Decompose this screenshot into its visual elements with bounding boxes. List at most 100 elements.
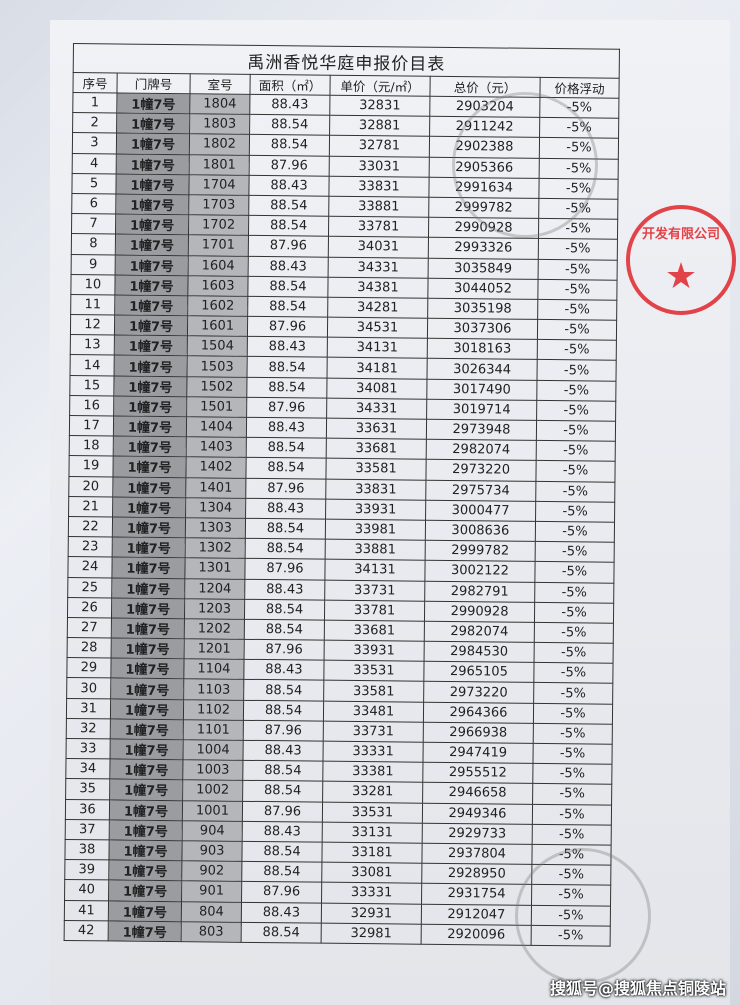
cell-room-number: 1103 — [183, 679, 244, 700]
cell-index: 39 — [64, 859, 109, 881]
cell-area: 88.54 — [247, 356, 328, 378]
cell-index: 37 — [65, 819, 110, 840]
cell-unit-price: 33781 — [328, 216, 429, 238]
cell-price-float: -5% — [536, 400, 616, 422]
star-icon: ★ — [664, 256, 698, 297]
cell-door-number: 1幢7号 — [113, 415, 187, 437]
cell-area: 88.43 — [243, 659, 325, 681]
cell-unit-price: 34381 — [327, 276, 429, 299]
cell-index: 9 — [71, 253, 116, 275]
cell-total-price: 2975734 — [425, 479, 536, 502]
cell-total-price: 2947419 — [422, 742, 534, 764]
cell-total-price: 2982074 — [424, 621, 535, 643]
cell-price-float: -5% — [535, 480, 615, 502]
cell-door-number: 1幢7号 — [111, 597, 185, 619]
cell-room-number: 901 — [181, 880, 242, 902]
cell-door-number: 1幢7号 — [110, 658, 185, 680]
cell-unit-price: 33581 — [325, 458, 427, 480]
header-room-number: 室号 — [189, 73, 251, 95]
cell-total-price: 2949346 — [422, 802, 533, 825]
cell-price-float: -5% — [532, 824, 612, 846]
cell-area: 88.54 — [248, 215, 329, 237]
cell-room-number: 1001 — [182, 800, 243, 822]
cell-area: 88.43 — [248, 255, 329, 277]
cell-index: 2 — [72, 112, 117, 134]
cell-unit-price: 32781 — [329, 135, 430, 157]
cell-price-float: -5% — [533, 662, 614, 684]
cell-door-number: 1幢7号 — [114, 355, 188, 377]
cell-price-float: -5% — [535, 460, 616, 482]
cell-index: 22 — [68, 516, 113, 538]
cell-price-float: -5% — [532, 763, 613, 785]
grey-seal-stamp-bottom — [515, 848, 651, 984]
cell-area: 87.96 — [246, 397, 327, 419]
cell-area: 88.54 — [245, 518, 326, 540]
cell-index: 15 — [69, 375, 115, 396]
cell-index: 32 — [66, 718, 111, 739]
cell-area: 88.54 — [242, 760, 323, 782]
cell-index: 17 — [69, 415, 114, 437]
cell-index: 42 — [64, 920, 109, 941]
cell-door-number: 1幢7号 — [113, 395, 187, 417]
cell-area: 88.54 — [245, 457, 327, 479]
cell-door-number: 1幢7号 — [110, 698, 184, 720]
cell-room-number: 1303 — [185, 517, 246, 539]
cell-price-float: -5% — [536, 380, 617, 402]
cell-unit-price: 34031 — [328, 236, 429, 258]
cell-area: 88.54 — [241, 921, 322, 944]
cell-index: 13 — [70, 334, 115, 356]
cell-area: 88.54 — [247, 296, 328, 318]
cell-room-number: 902 — [181, 860, 242, 882]
cell-unit-price: 33881 — [328, 196, 429, 218]
cell-area: 87.96 — [244, 558, 326, 580]
cell-price-float: -5% — [538, 258, 618, 280]
cell-area: 88.54 — [249, 134, 330, 156]
cell-unit-price: 34331 — [328, 256, 429, 278]
cell-unit-price: 33531 — [322, 801, 423, 823]
cell-unit-price: 34331 — [326, 397, 427, 420]
cell-door-number: 1幢7号 — [114, 335, 188, 357]
cell-room-number: 1104 — [183, 658, 245, 680]
header-area: 面积（㎡） — [249, 74, 331, 96]
cell-unit-price: 33481 — [323, 700, 424, 723]
cell-total-price: 3019714 — [426, 399, 537, 421]
cell-unit-price: 33131 — [322, 821, 423, 844]
cell-total-price: 2920096 — [421, 923, 532, 946]
cell-room-number: 1004 — [182, 739, 244, 761]
cell-door-number: 1幢7号 — [110, 718, 184, 740]
cell-room-number: 1203 — [184, 598, 245, 620]
cell-price-float: -5% — [534, 581, 614, 603]
cell-total-price: 2929733 — [422, 822, 533, 845]
cell-area: 88.43 — [242, 821, 323, 843]
cell-total-price: 2982074 — [426, 439, 537, 461]
cell-unit-price: 33681 — [326, 438, 427, 460]
cell-price-float: -5% — [536, 420, 616, 442]
cell-unit-price: 33831 — [325, 478, 426, 500]
cell-door-number: 1幢7号 — [116, 153, 190, 175]
cell-area: 88.43 — [246, 417, 327, 439]
cell-door-number: 1幢7号 — [116, 133, 190, 155]
cell-total-price: 3008636 — [425, 520, 536, 542]
cell-room-number: 1604 — [188, 255, 249, 277]
cell-total-price: 2946658 — [422, 782, 533, 804]
cell-area: 88.54 — [243, 679, 324, 701]
cell-unit-price: 33031 — [329, 155, 430, 177]
cell-door-number: 1幢7号 — [112, 476, 186, 498]
cell-index: 18 — [69, 435, 114, 457]
cell-total-price: 2964366 — [423, 701, 534, 724]
cell-unit-price: 33531 — [323, 660, 425, 682]
cell-door-number: 1幢7号 — [112, 496, 186, 518]
cell-unit-price: 34131 — [327, 337, 428, 359]
cell-total-price: 2928950 — [421, 863, 532, 885]
cell-door-number: 1幢7号 — [110, 738, 184, 760]
cell-room-number: 804 — [181, 901, 242, 922]
cell-door-number: 1幢7号 — [111, 617, 185, 639]
cell-total-price: 2973220 — [423, 681, 534, 703]
cell-index: 25 — [67, 576, 112, 598]
cell-unit-price: 32981 — [321, 922, 422, 945]
cell-index: 11 — [70, 294, 115, 316]
cell-index: 8 — [71, 233, 116, 255]
cell-area: 87.96 — [249, 154, 330, 176]
cell-total-price: 3035198 — [427, 298, 538, 320]
cell-door-number: 1幢7号 — [115, 254, 189, 276]
